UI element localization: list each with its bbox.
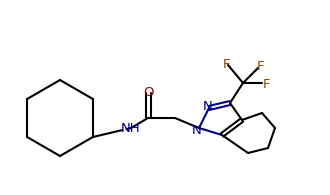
- Text: NH: NH: [121, 122, 141, 136]
- Text: N: N: [192, 123, 202, 136]
- Text: F: F: [256, 59, 264, 73]
- Text: N: N: [203, 99, 213, 113]
- Text: O: O: [143, 85, 153, 98]
- Text: F: F: [222, 58, 230, 72]
- Text: F: F: [262, 77, 270, 90]
